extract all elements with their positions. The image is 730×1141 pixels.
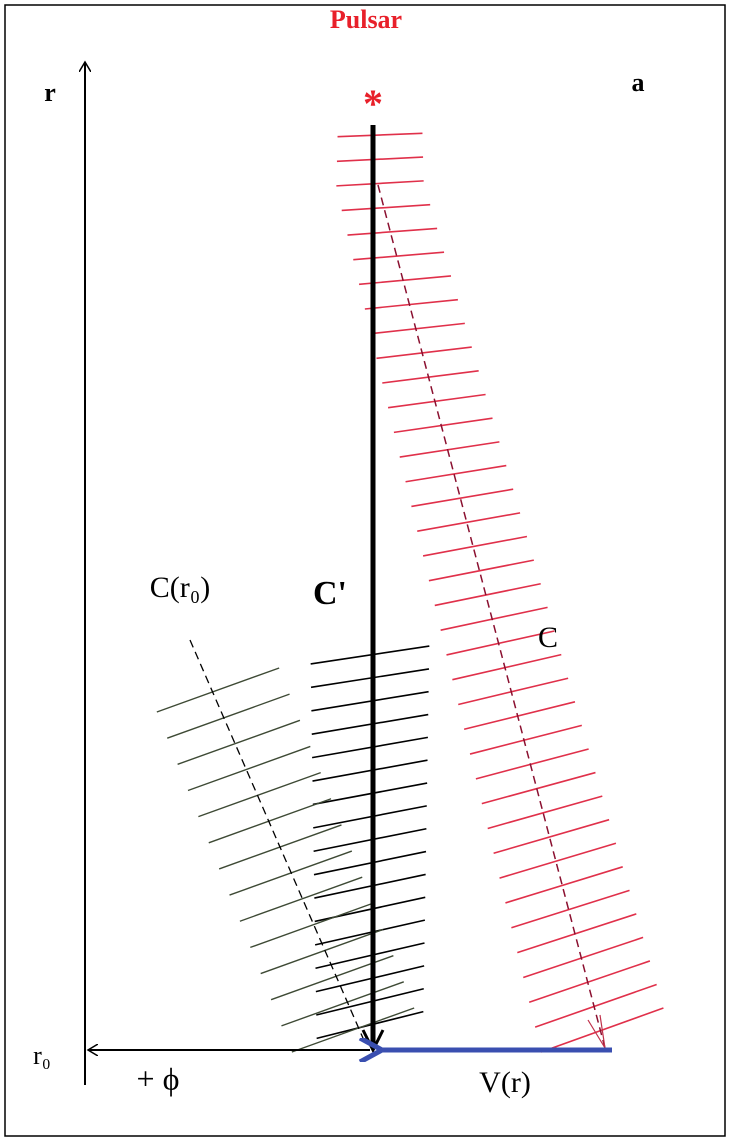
black-hatch [313, 805, 427, 829]
black-hatch [313, 850, 427, 876]
black-hatch [315, 942, 425, 970]
red-hatch [481, 771, 596, 805]
red-hatch [337, 132, 423, 138]
red-hatch [505, 866, 623, 904]
red-hatch [347, 227, 438, 236]
green-hatch [239, 876, 363, 922]
red-hatch [364, 298, 458, 310]
black-hatch [311, 736, 429, 759]
black-hatch [315, 965, 425, 993]
green-hatch [208, 798, 332, 844]
green-hatch [177, 719, 301, 765]
title: Pulsar [330, 5, 402, 34]
red-hatch [475, 748, 589, 780]
c-label: C [538, 621, 558, 654]
c-dashed [377, 184, 606, 1049]
panel-label: a [632, 68, 645, 97]
black-hatch [310, 668, 430, 689]
red-hatch [353, 251, 445, 261]
black-hatch [313, 827, 427, 853]
velocity-label: V(r) [479, 1066, 531, 1099]
green-hatch [156, 667, 280, 713]
black-hatch [311, 713, 429, 735]
red-hatch [411, 488, 514, 508]
green-hatch [198, 771, 321, 818]
r0-label: r₀ [33, 1041, 51, 1070]
red-hatch [428, 559, 534, 582]
red-hatch [499, 842, 617, 879]
black-hatch [316, 987, 424, 1016]
black-hatch [311, 690, 429, 712]
red-hatch [469, 724, 583, 755]
red-hatch [393, 417, 493, 434]
pulsar-star: * [363, 81, 383, 126]
c-r0-dashed [189, 639, 367, 1046]
green-hatch [260, 928, 384, 975]
red-hatch [370, 322, 465, 335]
red-hatch [399, 441, 500, 458]
red-hatch [534, 983, 657, 1028]
green-hatch [166, 693, 290, 739]
green-hatch [291, 1007, 415, 1053]
phi-label: + ϕ [137, 1060, 180, 1096]
green-hatch [281, 981, 405, 1027]
red-hatch [336, 180, 424, 187]
black-hatch [312, 782, 428, 806]
red-hatch [422, 535, 528, 557]
red-hatch [446, 630, 555, 656]
red-hatch [387, 393, 486, 409]
green-hatch [187, 745, 311, 792]
red-hatch [487, 795, 603, 830]
black-hatch [316, 1010, 424, 1040]
black-hatch [314, 873, 426, 899]
black-hatch [314, 919, 426, 946]
red-hatch [452, 653, 562, 681]
red-hatch [434, 582, 541, 607]
hatch-lines [156, 132, 664, 1053]
black-hatch [312, 759, 428, 782]
c-r0-label: C(r₀) [150, 571, 210, 604]
frame [4, 4, 726, 1137]
black-hatch [310, 645, 430, 665]
c-prime-label: C' [313, 575, 347, 612]
red-hatch [341, 203, 431, 212]
r-label: r [44, 78, 56, 107]
red-hatch [336, 156, 424, 163]
green-hatch [250, 902, 373, 949]
red-hatch [517, 913, 637, 954]
red-hatch [458, 677, 569, 706]
red-hatch [463, 701, 576, 731]
red-hatch [417, 512, 521, 532]
red-hatch [493, 818, 610, 855]
red-hatch [523, 936, 644, 979]
red-hatch [376, 346, 472, 360]
red-hatch [382, 370, 479, 384]
red-hatch [528, 960, 651, 1004]
red-hatch [405, 464, 507, 483]
red-hatch [440, 606, 548, 631]
red-hatch [511, 889, 630, 929]
